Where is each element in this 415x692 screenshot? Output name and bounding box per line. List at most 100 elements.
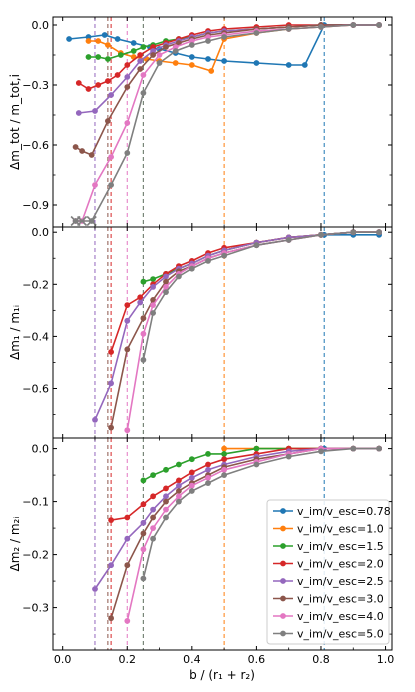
x-tick-label: 0.4 [183, 653, 201, 666]
y-tick-label: 0.0 [32, 19, 50, 32]
data-point-5_0 [221, 252, 228, 259]
data-point-3_0 [150, 297, 157, 303]
data-point-5_0 [140, 357, 147, 363]
data-point-2_0 [105, 78, 111, 84]
x-tick-label: 0.2 [119, 653, 137, 666]
series-middle [92, 229, 382, 434]
data-point-0_78 [130, 40, 137, 46]
legend-label: v_im/v_esc=1.0 [297, 523, 384, 536]
data-point-2_5 [108, 92, 114, 98]
data-point-2_5 [124, 535, 131, 542]
data-point-3_0 [88, 152, 95, 158]
data-point-3_0 [124, 84, 131, 90]
data-point-1_5 [188, 456, 195, 463]
data-point-2_0 [85, 86, 92, 92]
data-point-1_0 [221, 445, 228, 452]
data-point-3_0 [150, 52, 157, 58]
data-point-5_0 [253, 242, 260, 249]
data-point-5_0 [376, 22, 382, 28]
y-axis-label: Δm₂ / m₂ᵢ [8, 516, 22, 571]
data-point-2_0 [140, 501, 147, 508]
legend-swatch-marker [280, 525, 286, 532]
data-point-5_0 [285, 26, 292, 32]
data-point-5_0 [205, 38, 211, 44]
data-point-2_5 [188, 474, 195, 481]
data-point-2_5 [75, 110, 82, 116]
data-point-2_0 [221, 456, 228, 463]
data-point-2_5 [137, 58, 144, 64]
data-point-2_5 [163, 493, 169, 500]
data-point-1_5 [140, 278, 147, 285]
data-point-2_0 [124, 302, 131, 308]
data-point-4_0 [176, 493, 182, 500]
data-point-0_78 [285, 62, 292, 68]
legend-entry: v_im/v_esc=2.5 [273, 575, 384, 588]
data-point-3_0 [124, 346, 131, 353]
data-point-3_0 [137, 66, 144, 72]
data-point-1_5 [150, 472, 157, 478]
data-point-0_78 [85, 34, 92, 40]
data-point-5_0 [140, 90, 147, 96]
axes-frame [52, 437, 393, 651]
legend-swatch-marker [280, 595, 286, 602]
x-axis-label: b / (r₁ + r₂) [189, 668, 255, 682]
data-point-1_5 [140, 44, 147, 50]
legend-entry: v_im/v_esc=1.0 [273, 523, 384, 536]
data-point-3_0 [150, 514, 157, 521]
y-tick-label: 0.0 [32, 443, 50, 456]
data-point-3_0 [105, 118, 111, 124]
data-point-0_78 [301, 62, 308, 68]
legend-label: v_im/v_esc=3.0 [297, 593, 384, 606]
data-point-2_5 [124, 74, 131, 80]
data-point-4_0 [140, 330, 147, 337]
data-point-5_0 [350, 22, 357, 28]
legend-entry: v_im/v_esc=0.78 [273, 505, 391, 518]
data-point-5_0 [150, 310, 157, 316]
data-point-2_5 [108, 380, 114, 387]
data-point-1_5 [105, 56, 111, 62]
data-point-3_0 [163, 44, 169, 50]
data-point-2_5 [176, 482, 182, 489]
axes-frame [52, 226, 393, 439]
data-point-1_5 [85, 54, 92, 60]
legend-swatch-marker [280, 630, 286, 637]
legend-entry: v_im/v_esc=4.0 [273, 610, 384, 623]
data-point-2_0 [150, 493, 157, 500]
y-tick-label: −0.3 [22, 602, 49, 615]
data-point-5_0 [156, 60, 163, 66]
data-point-4_0 [150, 525, 157, 531]
data-point-2_5 [140, 519, 147, 526]
y-tick-label: 0.0 [32, 226, 50, 239]
y-tick-label: −0.3 [22, 79, 49, 92]
data-point-0_78 [101, 32, 108, 38]
data-point-1_5 [176, 461, 182, 468]
data-point-4_0 [108, 154, 114, 160]
y-axis-label: Δm_tot / m_tot,i [8, 74, 22, 170]
data-point-4_0 [205, 474, 211, 481]
data-point-2_5 [92, 108, 98, 114]
data-point-2_5 [150, 48, 157, 54]
data-point-2_5 [205, 466, 211, 473]
data-point-1_5 [253, 445, 260, 452]
data-point-0_78 [114, 36, 121, 42]
data-point-2_5 [150, 506, 157, 513]
x-marker [76, 215, 88, 227]
y-tick-label: −0.6 [22, 139, 49, 152]
data-point-5_0 [376, 445, 382, 452]
vlines-middle [94, 227, 325, 438]
data-point-1_5 [95, 54, 102, 60]
data-point-2_0 [176, 477, 182, 484]
data-point-4_0 [124, 427, 131, 434]
data-point-5_0 [221, 34, 228, 40]
data-point-1_5 [150, 276, 157, 282]
legend-swatch-marker [280, 508, 286, 514]
axes-frame [52, 16, 393, 228]
panel-top: 0.0 −0.3 −0.6 −0.9 Δm_tot / m_tot,i [8, 16, 393, 228]
data-point-1_5 [117, 52, 124, 58]
series-bottom [92, 445, 382, 624]
data-point-5_0 [176, 273, 182, 280]
data-point-1_5 [140, 477, 147, 484]
legend-entry: v_im/v_esc=1.5 [273, 540, 384, 553]
data-point-2_0 [163, 485, 169, 492]
y-tick-label: −0.1 [22, 496, 49, 509]
